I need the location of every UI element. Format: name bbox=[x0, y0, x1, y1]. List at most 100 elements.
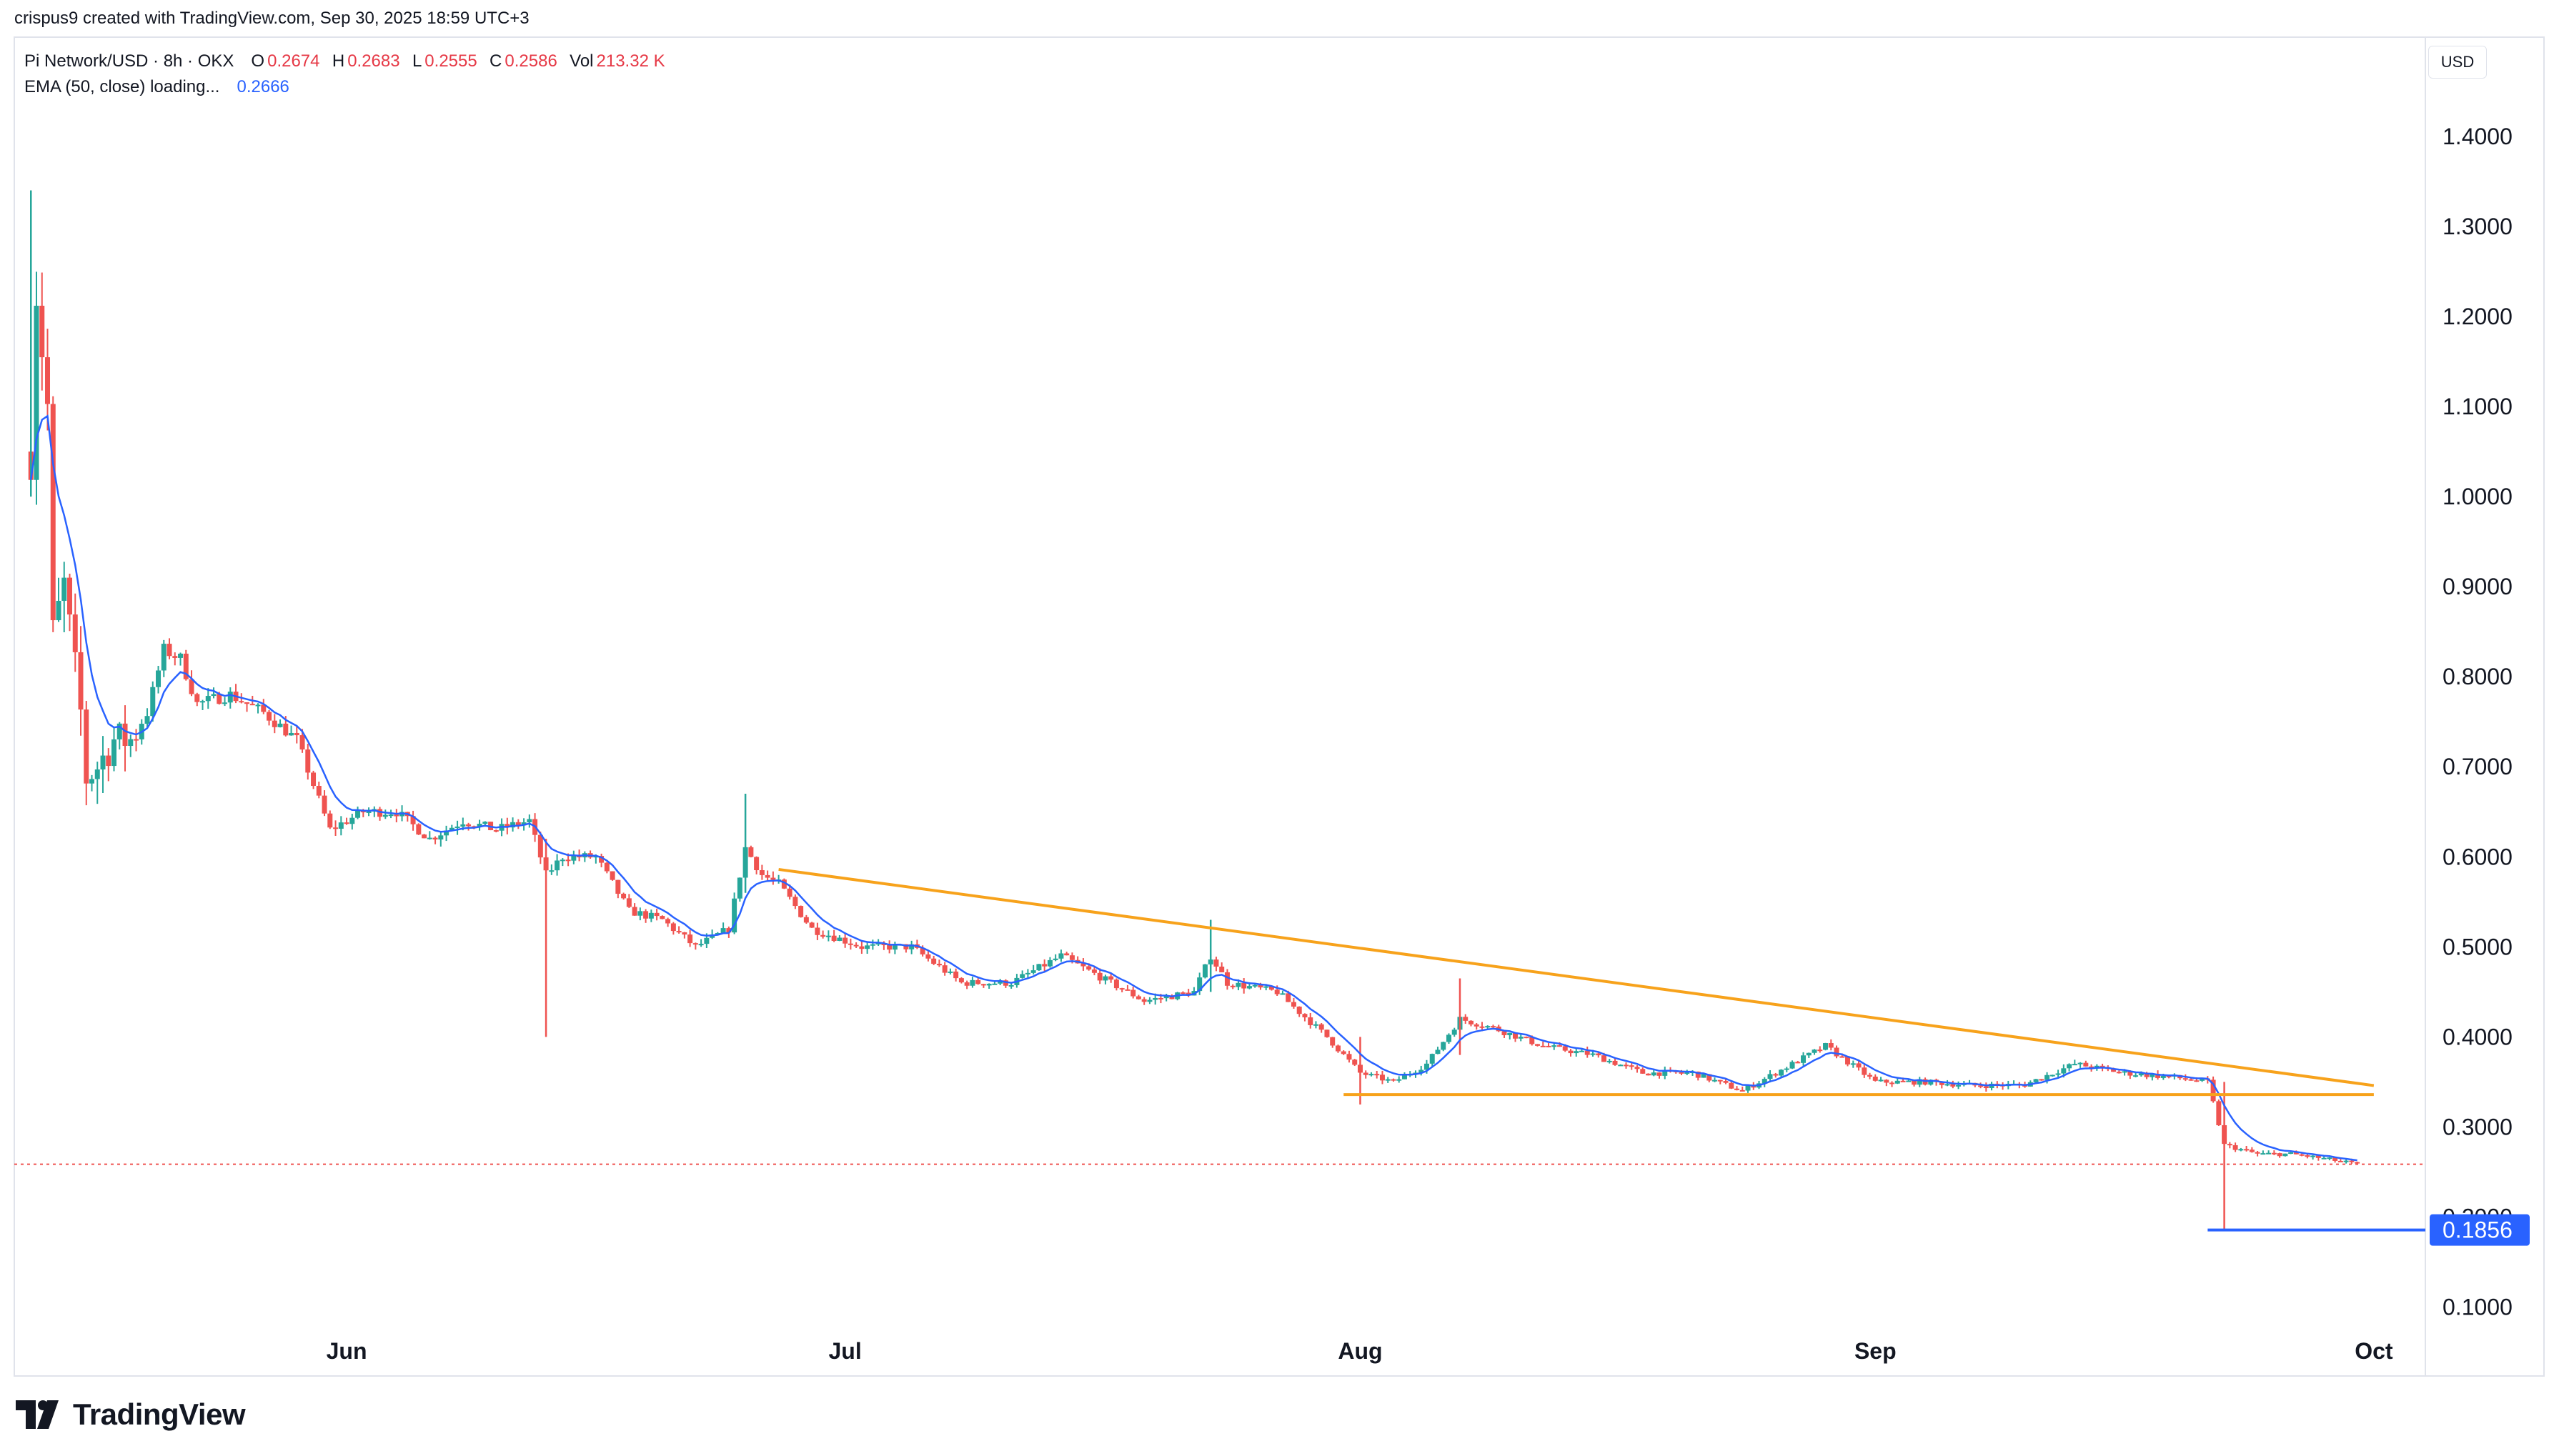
candle-body bbox=[1280, 993, 1286, 995]
candle-body bbox=[1512, 1032, 1518, 1039]
candle-body bbox=[1856, 1063, 1862, 1068]
candle-body bbox=[1468, 1020, 1474, 1024]
currency-button[interactable]: USD bbox=[2428, 46, 2487, 79]
candle-body bbox=[2122, 1071, 2127, 1073]
candle-body bbox=[1346, 1054, 1352, 1060]
candle-body bbox=[1850, 1063, 1856, 1065]
candle-body bbox=[1080, 963, 1086, 967]
y-tick-label: 0.6000 bbox=[2443, 844, 2513, 869]
y-tick-label: 0.4000 bbox=[2443, 1024, 2513, 1049]
candle-body bbox=[820, 934, 826, 937]
candle-body bbox=[2249, 1150, 2255, 1152]
candle-body bbox=[2072, 1064, 2077, 1066]
candle-body bbox=[593, 856, 599, 858]
candle-body bbox=[2039, 1079, 2044, 1081]
candle-body bbox=[2238, 1149, 2244, 1151]
candle-body bbox=[194, 694, 200, 702]
ema-line bbox=[30, 414, 2357, 1162]
candle-body bbox=[1385, 1079, 1391, 1081]
candle-body bbox=[1618, 1064, 1624, 1067]
candle-body bbox=[1801, 1055, 1807, 1063]
candle-body bbox=[1906, 1080, 1912, 1082]
candle-body bbox=[432, 837, 438, 840]
candle-body bbox=[809, 922, 815, 928]
candle-body bbox=[1640, 1069, 1646, 1074]
candle-body bbox=[1501, 1031, 1507, 1035]
candle-body bbox=[615, 879, 621, 894]
candle-body bbox=[2288, 1152, 2294, 1155]
candle-body bbox=[1136, 996, 1141, 999]
candle-body bbox=[1540, 1045, 1546, 1047]
candle-body bbox=[239, 701, 244, 703]
candle-body bbox=[1330, 1037, 1336, 1046]
candle-body bbox=[1341, 1051, 1346, 1054]
candle-body bbox=[477, 824, 482, 827]
candle-body bbox=[704, 937, 710, 944]
candle-body bbox=[394, 814, 399, 817]
candle-body bbox=[909, 944, 915, 949]
candle-body bbox=[803, 917, 809, 923]
candle-body bbox=[870, 944, 875, 946]
candle-body bbox=[67, 577, 73, 615]
candle-body bbox=[732, 898, 737, 933]
candle-body bbox=[183, 653, 189, 679]
candle-body bbox=[1939, 1082, 1944, 1085]
candle-body bbox=[1224, 972, 1230, 986]
candle-body bbox=[388, 814, 394, 817]
candle-body bbox=[1451, 1029, 1457, 1035]
candle-body bbox=[1302, 1014, 1308, 1018]
candle-body bbox=[848, 943, 853, 945]
candle-body bbox=[454, 826, 460, 828]
candle-body bbox=[61, 577, 67, 602]
candle-body bbox=[998, 980, 1003, 984]
candle-body bbox=[422, 834, 427, 839]
candle-body bbox=[2127, 1071, 2133, 1076]
candle-body bbox=[283, 723, 289, 736]
candle-body bbox=[1202, 964, 1208, 978]
candle-body bbox=[1534, 1044, 1540, 1046]
candle-body bbox=[299, 735, 305, 750]
candle-body bbox=[698, 944, 704, 946]
candle-body bbox=[227, 692, 233, 703]
candle-body bbox=[116, 723, 122, 739]
candle-body bbox=[737, 877, 742, 899]
candle-body bbox=[1236, 982, 1241, 987]
candle-body bbox=[1701, 1074, 1706, 1078]
candle-body bbox=[765, 874, 770, 878]
candle-body bbox=[1507, 1032, 1513, 1035]
candle-body bbox=[859, 946, 865, 949]
candle-body bbox=[1274, 989, 1280, 994]
candle-body bbox=[1646, 1073, 1651, 1076]
candle-body bbox=[1335, 1045, 1341, 1052]
candle-body bbox=[460, 824, 466, 827]
candle-body bbox=[2200, 1078, 2205, 1081]
candle-body bbox=[1313, 1024, 1318, 1026]
candle-body bbox=[1917, 1079, 1922, 1085]
candle-body bbox=[610, 871, 615, 880]
candle-body bbox=[2299, 1154, 2305, 1156]
candle-body bbox=[1834, 1047, 1839, 1057]
candle-body bbox=[39, 305, 45, 358]
candle-body bbox=[792, 897, 798, 907]
candle-body bbox=[1053, 958, 1058, 960]
candle-body bbox=[1368, 1074, 1374, 1076]
candle-body bbox=[100, 755, 106, 770]
candle-body bbox=[565, 859, 571, 862]
candle-body bbox=[78, 652, 84, 710]
symbol-label[interactable]: Pi Network/USD · 8h · OKX bbox=[24, 51, 234, 71]
candle-body bbox=[2033, 1079, 2039, 1082]
candle-body bbox=[1213, 959, 1219, 967]
y-tick-label: 0.1000 bbox=[2443, 1295, 2513, 1320]
ema-label[interactable]: EMA (50, close) loading... bbox=[24, 77, 220, 96]
candle-body bbox=[2150, 1074, 2155, 1077]
candle-body bbox=[1091, 969, 1097, 973]
candle-body bbox=[2133, 1075, 2139, 1077]
candle-body bbox=[2144, 1073, 2150, 1077]
candle-body bbox=[726, 928, 732, 933]
y-tick-label: 0.7000 bbox=[2443, 754, 2513, 779]
candle-body bbox=[355, 809, 361, 818]
brand[interactable]: TradingView bbox=[16, 1397, 246, 1432]
candle-body bbox=[942, 965, 948, 973]
chart-frame bbox=[14, 36, 2545, 1377]
